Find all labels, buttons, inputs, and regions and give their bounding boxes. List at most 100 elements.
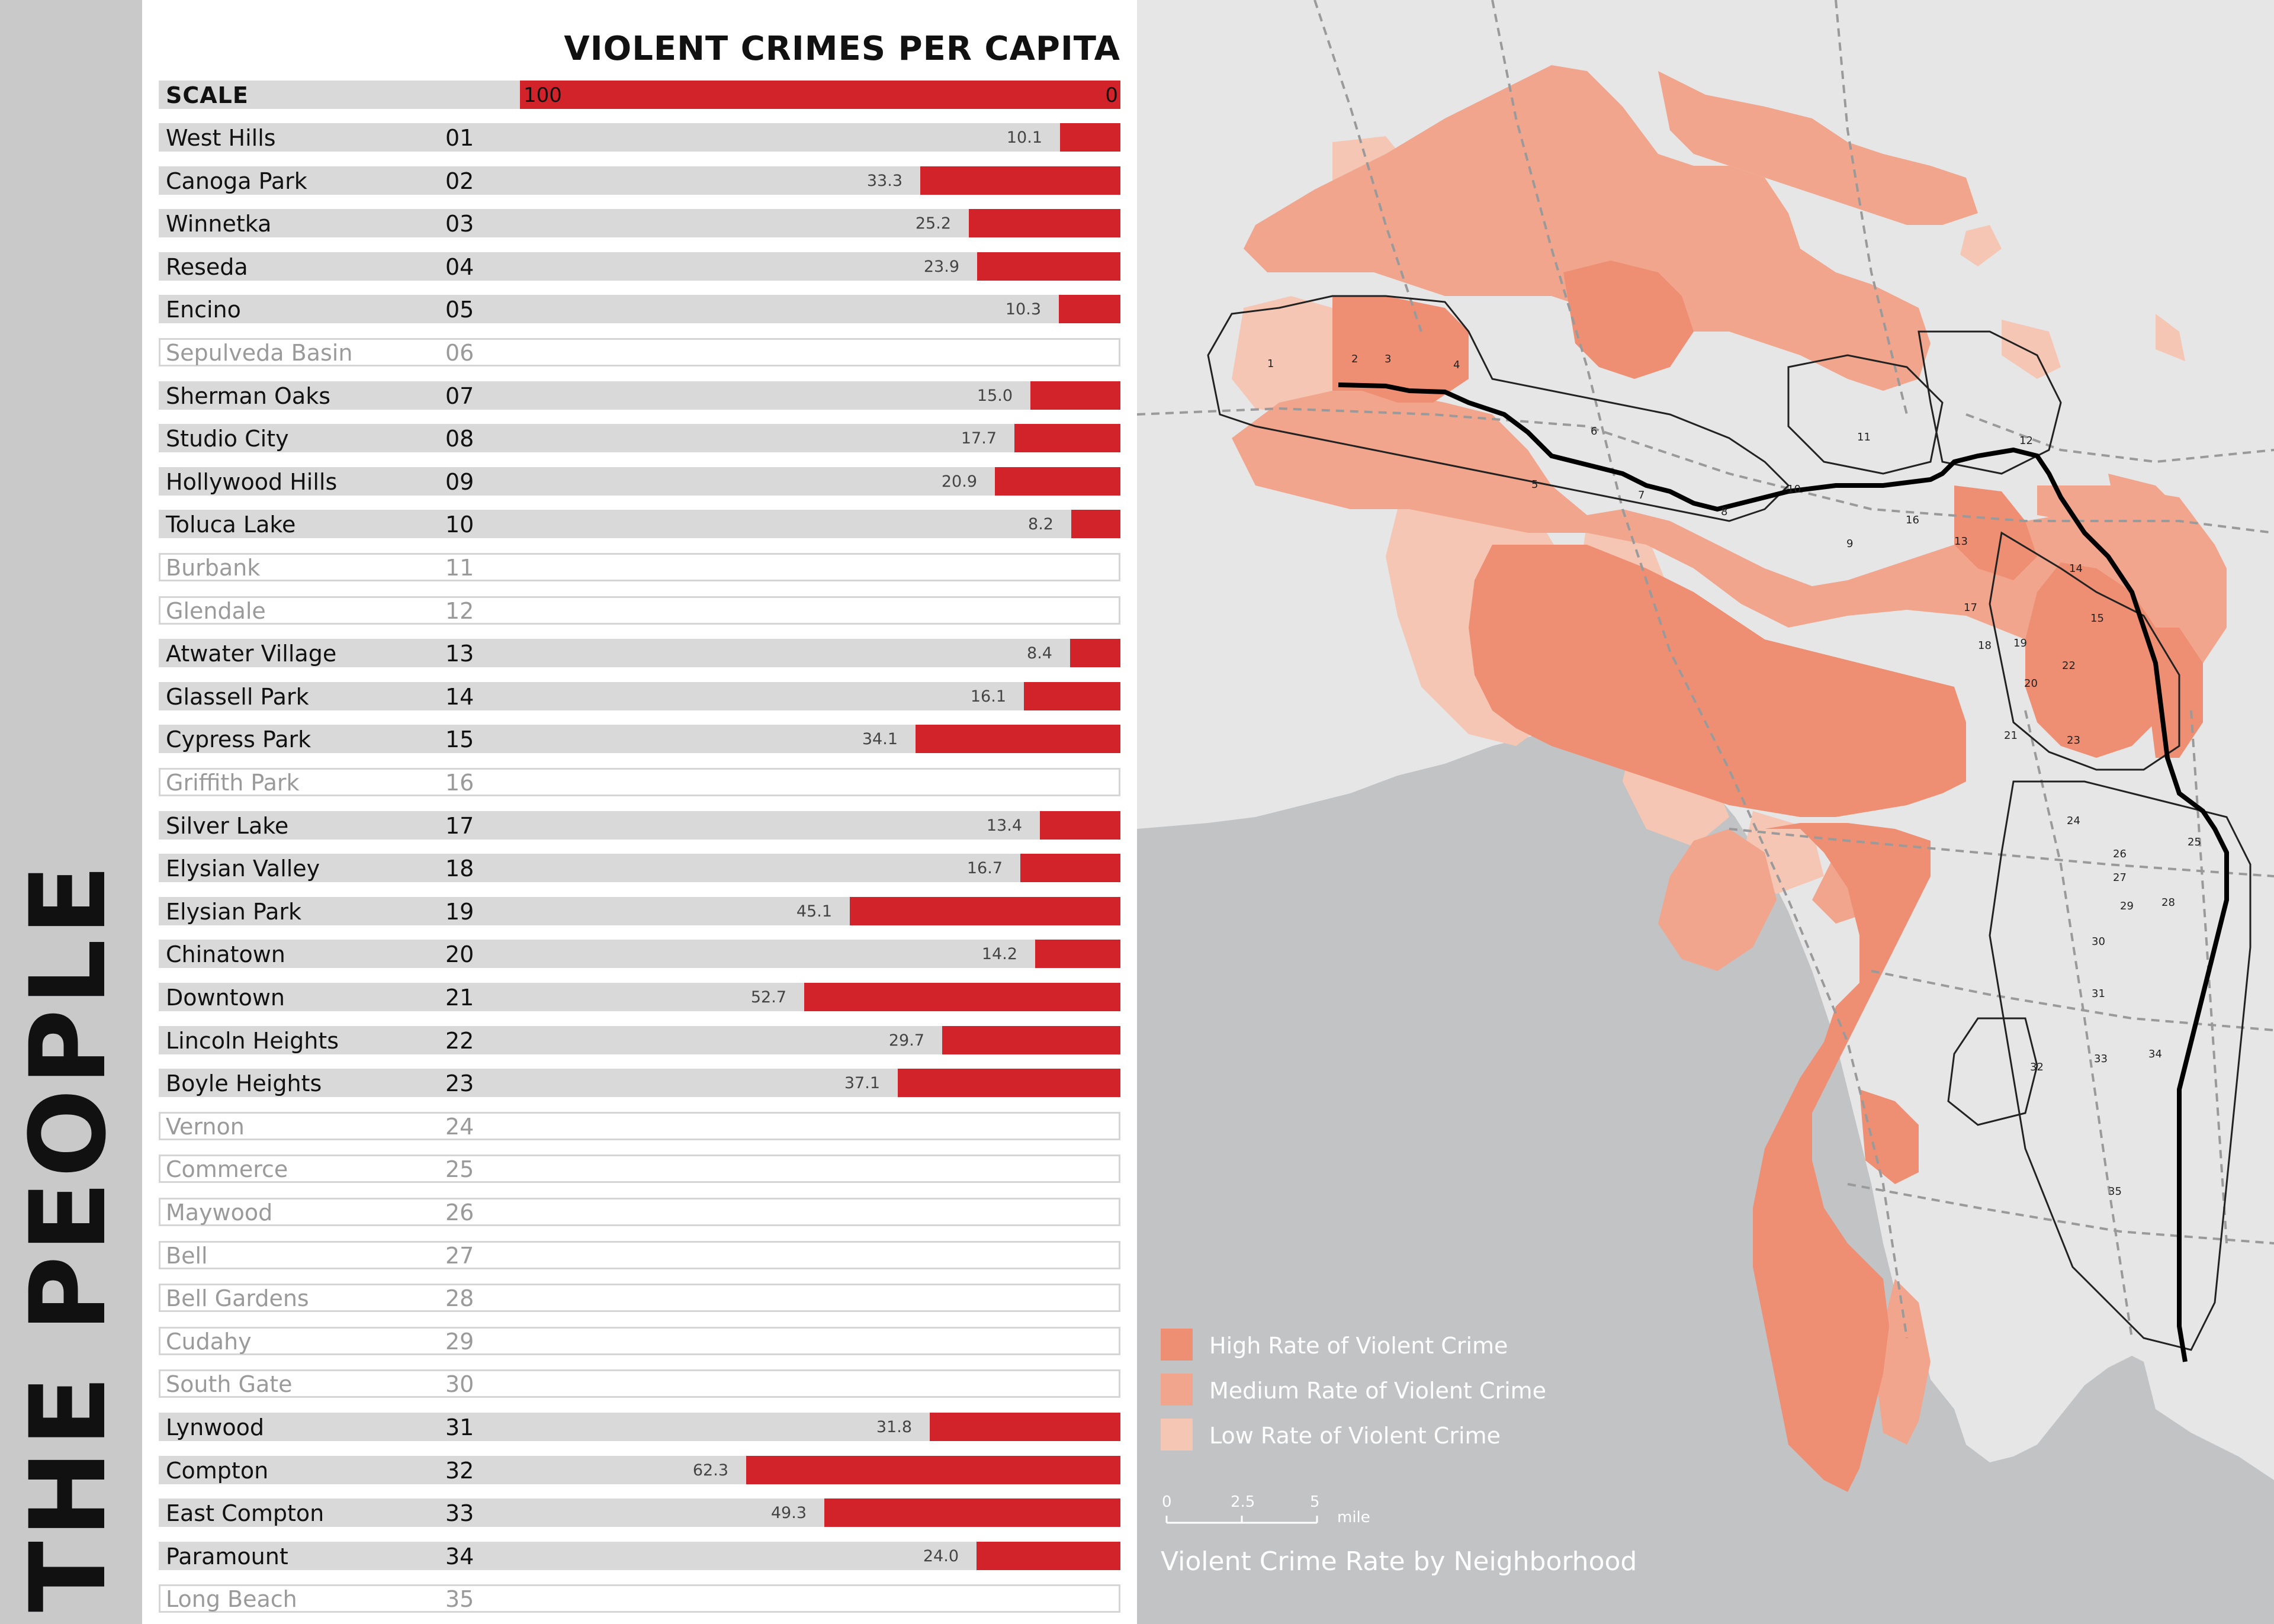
- bar: [995, 467, 1120, 496]
- row-name: Lincoln Heights: [166, 1028, 339, 1054]
- row-code: 34: [445, 1543, 474, 1570]
- study-outlines: [1207, 295, 2251, 1351]
- row-band: [159, 209, 1120, 237]
- map-label-16: 16: [1906, 514, 1919, 526]
- bar-value-label: 23.9: [923, 258, 959, 276]
- row-code: 35: [445, 1586, 474, 1612]
- outline-southeast: [1989, 780, 2251, 1351]
- legend-label-low: Low Rate of Violent Crime: [1209, 1423, 1501, 1449]
- bar-row: Reseda 04 23.9: [159, 252, 1120, 281]
- bar-value-label: 15.0: [977, 387, 1013, 405]
- row-name: Commerce: [166, 1156, 288, 1182]
- row-name: Vernon: [166, 1114, 245, 1140]
- map-label-19: 19: [2013, 637, 2027, 649]
- row-band: [159, 811, 1120, 840]
- legend-item-medium: Medium Rate of Violent Crime: [1161, 1374, 1547, 1408]
- bar-value-label: 34.1: [862, 730, 898, 748]
- bar-row: Lynwood 31 31.8: [159, 1413, 1120, 1441]
- row-name: South Gate: [166, 1371, 293, 1397]
- row-band: [159, 553, 1120, 581]
- map-label-5: 5: [1531, 478, 1538, 491]
- bar-row: Boyle Heights 23 37.1: [159, 1069, 1120, 1097]
- bar-value-label: 31.8: [876, 1418, 912, 1436]
- high-rate-zone: [1753, 823, 1931, 1492]
- row-name: Glassell Park: [166, 684, 309, 710]
- map-label-14: 14: [2069, 562, 2083, 575]
- bar-row: Downtown 21 52.7: [159, 983, 1120, 1011]
- row-name: Griffith Park: [166, 770, 300, 796]
- map-label-23: 23: [2067, 734, 2080, 747]
- row-band: [159, 768, 1120, 796]
- outline-glendale: [1918, 330, 2062, 475]
- bar-row: Sepulveda Basin 06: [159, 338, 1120, 366]
- row-name: Atwater Village: [166, 641, 337, 667]
- row-name: Encino: [166, 297, 241, 323]
- map-label-17: 17: [1964, 602, 1977, 614]
- row-band: [159, 510, 1120, 538]
- row-band: [159, 940, 1120, 968]
- bar-row: Burbank 11: [159, 553, 1120, 581]
- row-name: Downtown: [166, 985, 285, 1011]
- map-label-4: 4: [1453, 359, 1460, 371]
- row-code: 24: [445, 1114, 474, 1140]
- map-label-21: 21: [2004, 729, 2018, 742]
- row-code: 17: [445, 813, 474, 839]
- row-band: [159, 854, 1120, 882]
- row-name: Reseda: [166, 254, 248, 280]
- row-band: [159, 338, 1120, 366]
- map-label-35: 35: [2108, 1185, 2122, 1198]
- scalebar-tick-0: 0: [1162, 1493, 1172, 1511]
- map-label-26: 26: [2113, 848, 2127, 860]
- bar-value-label: 14.2: [981, 945, 1017, 963]
- bar-value-label: 10.1: [1006, 128, 1042, 147]
- bar-value-label: 52.7: [750, 988, 786, 1006]
- row-name: Elysian Valley: [166, 856, 320, 882]
- bar-row: Paramount 34 24.0: [159, 1542, 1120, 1570]
- row-code: 20: [445, 941, 474, 967]
- bar-row: Commerce 25: [159, 1155, 1120, 1183]
- chart-title: VIOLENT CRIMES PER CAPITA: [564, 30, 1120, 68]
- row-name: Elysian Park: [166, 899, 301, 925]
- row-code: 14: [445, 684, 474, 710]
- map-label-13: 13: [1954, 535, 1968, 548]
- row-code: 10: [445, 512, 474, 538]
- row-band: [159, 682, 1120, 710]
- freeway-line: [1871, 970, 2274, 1031]
- bar-row: East Compton 33 49.3: [159, 1498, 1120, 1527]
- row-code: 02: [445, 168, 474, 194]
- map-label-33: 33: [2094, 1053, 2108, 1065]
- map-label-34: 34: [2148, 1048, 2162, 1060]
- bar: [824, 1498, 1120, 1527]
- bar-value-label: 25.2: [915, 214, 951, 233]
- map-label-27: 27: [2113, 872, 2127, 884]
- row-name: Canoga Park: [166, 168, 307, 194]
- bar-value-label: 37.1: [844, 1074, 880, 1092]
- row-band: [159, 1584, 1120, 1613]
- bar: [1030, 381, 1120, 410]
- row-band: [159, 1112, 1120, 1140]
- bar: [1035, 940, 1120, 968]
- row-code: 26: [445, 1199, 474, 1226]
- row-name: East Compton: [166, 1500, 325, 1526]
- chart-panel: VIOLENT CRIMES PER CAPITA SCALE 100 0 We…: [142, 0, 1137, 1624]
- legend-label-medium: Medium Rate of Violent Crime: [1209, 1378, 1547, 1404]
- map-label-31: 31: [2092, 988, 2105, 1000]
- row-code: 08: [445, 426, 474, 452]
- row-name: Studio City: [166, 426, 289, 452]
- high-rate-zone: [1332, 296, 1469, 403]
- bar-value-label: 33.3: [866, 172, 902, 190]
- legend-label-high: High Rate of Violent Crime: [1209, 1333, 1508, 1359]
- bar-value-label: 29.7: [888, 1031, 924, 1050]
- row-band: [159, 1284, 1120, 1312]
- scale-bar-graphic: [1165, 1516, 1318, 1524]
- bar-row: Compton 32 62.3: [159, 1456, 1120, 1484]
- row-band: [159, 381, 1120, 410]
- row-band: [159, 424, 1120, 452]
- legend-swatch-low: [1161, 1419, 1193, 1451]
- row-band: [159, 1542, 1120, 1570]
- freeway-line: [1847, 1183, 2274, 1244]
- row-code: 31: [445, 1414, 474, 1440]
- bar: [977, 1542, 1120, 1570]
- row-code: 13: [445, 641, 474, 667]
- freeway-line: [1313, 0, 1422, 332]
